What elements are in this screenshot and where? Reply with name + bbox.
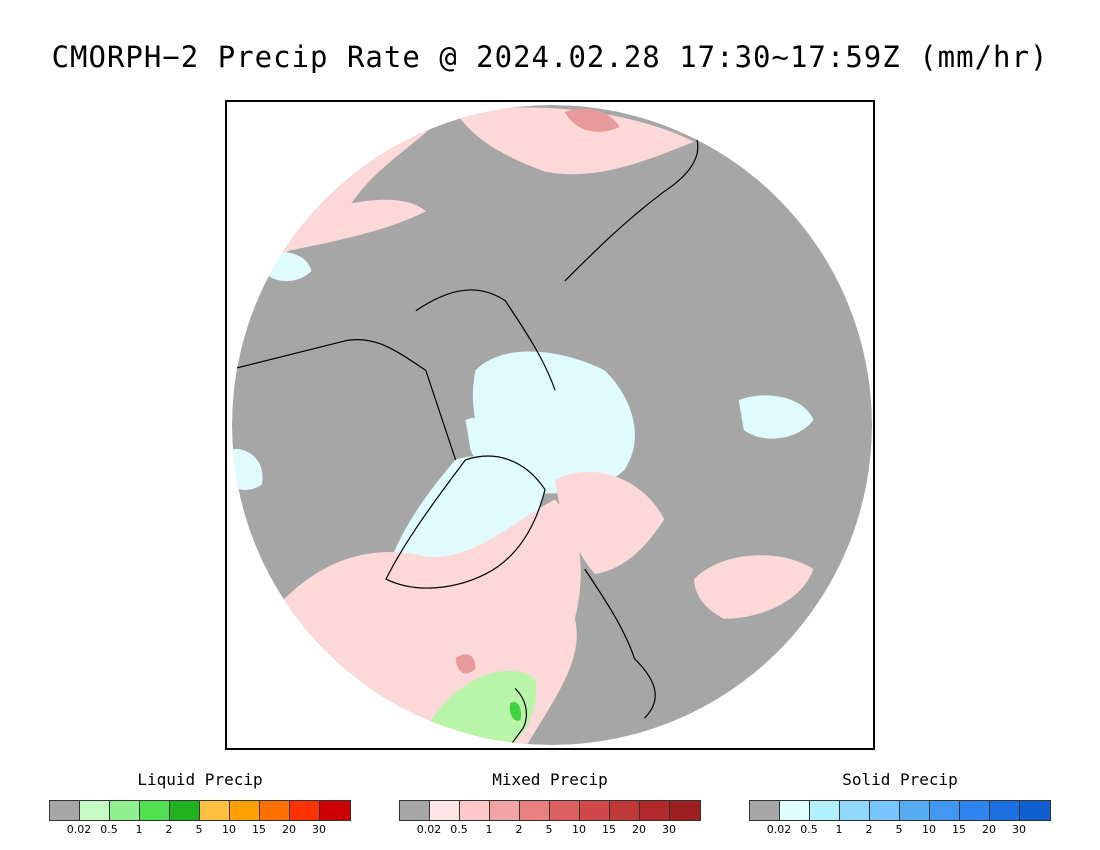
legend-tick-label: 15 [602, 823, 616, 836]
legend-swatch [780, 801, 810, 820]
legend-swatch [460, 801, 490, 820]
legend-swatch [490, 801, 520, 820]
legend-tick-label: 15 [952, 823, 966, 836]
legend-title: Mixed Precip [492, 770, 608, 789]
legend-swatch [320, 801, 350, 820]
map-frame [225, 100, 875, 750]
legend-tick-labels: 0.02 0.5 1 2 5 10 15 20 30 [749, 823, 1051, 837]
legend-swatch [610, 801, 640, 820]
mixed-precip-russia [694, 555, 814, 619]
liquid-precip-uk [425, 670, 537, 746]
legend-tick-label: 10 [572, 823, 586, 836]
legend-swatch [810, 801, 840, 820]
legend-tick-label: 0.5 [800, 823, 818, 836]
legend-tick-label: 5 [545, 823, 553, 836]
legend-tick-label: 20 [982, 823, 996, 836]
legend-tick-label: 20 [632, 823, 646, 836]
legend-tick-label: 0.02 [66, 823, 92, 836]
legend-color-bar [749, 800, 1051, 821]
legend-tick-label: 2 [515, 823, 523, 836]
legend-tick-label: 10 [922, 823, 936, 836]
legend-tick-labels: 0.02 0.5 1 2 5 10 15 20 30 [49, 823, 351, 837]
mixed-precip-bering [455, 107, 695, 175]
legend-swatch [900, 801, 930, 820]
polar-precip-map [231, 104, 873, 746]
legend-title: Solid Precip [842, 770, 958, 789]
legend-swatch [520, 801, 550, 820]
legend-tick-label: 1 [485, 823, 493, 836]
legend-swatch [260, 801, 290, 820]
legend-title: Liquid Precip [137, 770, 263, 789]
legend-swatch [840, 801, 870, 820]
map-title: CMORPH−2 Precip Rate @ 2024.02.28 17:30∼… [51, 40, 1049, 74]
legend-tick-label: 15 [252, 823, 266, 836]
legend-swatch [80, 801, 110, 820]
legend-swatch [110, 801, 140, 820]
legend-tick-label: 2 [865, 823, 873, 836]
legend-tick-label: 1 [135, 823, 143, 836]
legend-tick-label: 30 [312, 823, 326, 836]
legend-tick-label: 2 [165, 823, 173, 836]
legend-swatch [960, 801, 990, 820]
legend-swatch [1020, 801, 1050, 820]
legend-swatch [290, 801, 320, 820]
mixed-precip-north-pacific-2 [286, 199, 426, 252]
mixed-precip-bering-heavy [564, 108, 620, 132]
legend-tick-label: 10 [222, 823, 236, 836]
legend-swatch [400, 801, 430, 820]
legend-tick-label: 0.02 [416, 823, 442, 836]
solid-precip-siberia [738, 395, 814, 439]
legend-tick-labels: 0.02 0.5 1 2 5 10 15 20 30 [399, 823, 701, 837]
legend-swatch [870, 801, 900, 820]
legend-swatch [580, 801, 610, 820]
mixed-precip-atlantic-heavy [455, 654, 476, 674]
legend-swatch [170, 801, 200, 820]
legend-swatch [990, 801, 1020, 820]
legend-tick-label: 0.5 [100, 823, 118, 836]
legend-swatch [230, 801, 260, 820]
legend-swatch [140, 801, 170, 820]
legend-swatch [670, 801, 700, 820]
liquid-precip-uk-heavy [509, 701, 521, 721]
legend-swatch [430, 801, 460, 820]
legend-tick-label: 0.02 [766, 823, 792, 836]
legend-tick-label: 1 [835, 823, 843, 836]
legend-tick-label: 0.5 [450, 823, 468, 836]
legend-swatch [550, 801, 580, 820]
legend-swatch [930, 801, 960, 820]
mixed-precip-barents [554, 471, 665, 575]
legend-tick-label: 20 [282, 823, 296, 836]
legend-color-bar [399, 800, 701, 821]
legend-tick-label: 5 [195, 823, 203, 836]
legend-tick-label: 30 [1012, 823, 1026, 836]
legend-solid-precip: Solid Precip 0.02 0.5 1 2 5 10 15 20 30 [749, 770, 1051, 840]
legend-swatch [200, 801, 230, 820]
legend-swatch [50, 801, 80, 820]
coastlines [231, 131, 699, 746]
legend-mixed-precip: Mixed Precip 0.02 0.5 1 2 5 10 15 20 30 [399, 770, 701, 840]
legend-tick-label: 5 [895, 823, 903, 836]
legend-tick-label: 30 [662, 823, 676, 836]
legend-liquid-precip: Liquid Precip 0.02 0.5 1 2 5 10 15 20 30 [49, 770, 351, 840]
legend-color-bar [49, 800, 351, 821]
legend-swatch [750, 801, 780, 820]
legend-swatch [640, 801, 670, 820]
